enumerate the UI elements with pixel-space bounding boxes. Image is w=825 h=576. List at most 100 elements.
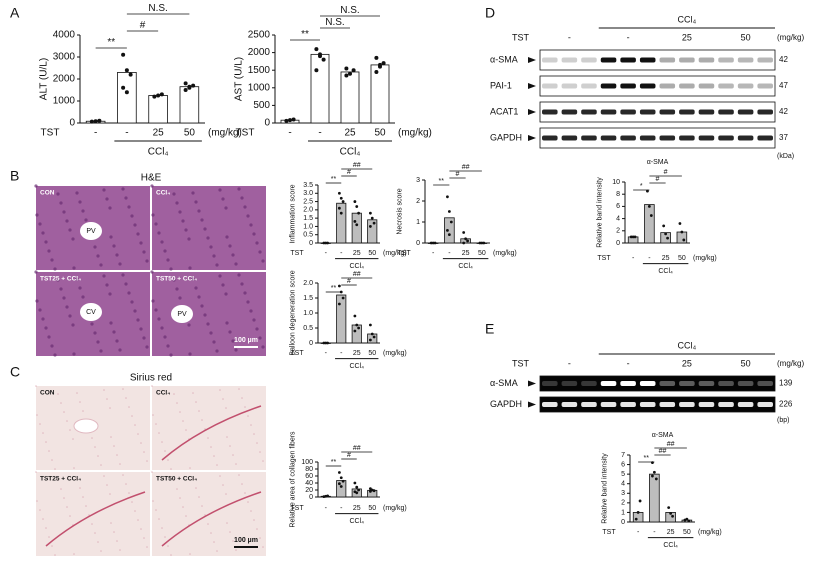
tissue-texture (176, 402, 178, 404)
band (542, 83, 558, 89)
row-arrow (528, 380, 536, 387)
band (600, 381, 617, 386)
tissue-texture (185, 515, 187, 517)
band (737, 135, 754, 141)
data-point (355, 205, 359, 208)
tissue-texture (108, 206, 112, 210)
y-tick-label: 1 (621, 509, 625, 516)
tissue-texture (118, 262, 122, 266)
band (581, 135, 597, 141)
band (542, 135, 558, 141)
tissue-texture (250, 424, 252, 426)
dose-label: 25 (682, 32, 692, 42)
vessel (80, 303, 102, 321)
tissue-texture (192, 478, 194, 480)
y-tick-label: 1.0 (303, 310, 313, 317)
tissue-texture (170, 554, 172, 556)
tissue-texture (44, 240, 48, 244)
band (757, 109, 773, 115)
tissue-texture (146, 546, 148, 548)
data-point (370, 332, 374, 336)
tissue-texture (151, 471, 153, 473)
dose-label: 50 (741, 358, 751, 368)
tissue-texture (84, 218, 88, 222)
dose-label: 50 (741, 32, 751, 42)
y-tick-label: 7 (621, 452, 625, 459)
tissue-texture (207, 437, 209, 439)
data-point (353, 481, 357, 485)
x-tick-label: - (94, 128, 97, 139)
blot-strip (539, 101, 776, 123)
tissue-texture (222, 484, 224, 486)
significance-label: N.S. (340, 5, 359, 16)
data-point (341, 479, 345, 483)
dose-label: - (627, 32, 630, 42)
y-tick-label: 2 (621, 500, 625, 507)
tissue-texture (262, 546, 264, 548)
tissue-texture (105, 283, 109, 287)
data-point (339, 211, 343, 215)
tissue-texture (200, 304, 204, 308)
tile-label: CCl₄ (156, 190, 170, 197)
y-tick-label: 2 (416, 198, 420, 205)
tile-label: TST50 + CCl₄ (156, 276, 197, 283)
data-point (337, 191, 341, 195)
tissue-texture (188, 352, 192, 356)
group-label: CCl₄ (458, 263, 473, 270)
tissue-texture (91, 523, 93, 525)
tissue-texture (189, 553, 191, 555)
tissue-texture (225, 493, 227, 495)
unit-label: (mg/kg) (693, 255, 717, 262)
data-point (368, 338, 372, 342)
tissue-texture (109, 321, 113, 325)
tissue-texture (56, 278, 60, 282)
tissue-texture (121, 187, 125, 191)
size-label: 42 (779, 55, 788, 64)
tissue-texture (100, 550, 102, 552)
band (561, 135, 578, 141)
significance-label: # (456, 171, 460, 178)
tissue-texture (39, 509, 41, 511)
tissue-texture (108, 292, 112, 296)
band (581, 57, 597, 63)
tissue-texture (97, 455, 99, 457)
band (659, 109, 676, 115)
tissue-texture (161, 441, 163, 443)
data-point (374, 55, 379, 60)
data-point (431, 241, 435, 245)
tissue-texture (158, 518, 160, 520)
significance-label: ## (659, 448, 667, 455)
x-axis-label: TST (41, 128, 60, 139)
bar (351, 212, 362, 244)
tissue-texture (232, 454, 234, 456)
y-tick-label: 2.0 (303, 207, 313, 214)
row-arrow (528, 135, 536, 141)
data-point (128, 72, 133, 77)
tissue-texture (47, 249, 51, 253)
tissue-texture (160, 326, 164, 330)
tissue-texture (145, 345, 149, 349)
x-tick-label: 50 (368, 250, 376, 257)
panel-label: D (485, 5, 495, 21)
data-point (480, 241, 484, 245)
tissue-texture (63, 497, 65, 499)
tissue-texture (125, 483, 127, 485)
tissue-texture (256, 528, 258, 530)
band (718, 57, 734, 63)
tissue-texture (259, 537, 261, 539)
bar (444, 217, 455, 244)
bar (632, 512, 644, 523)
data-point (651, 474, 654, 478)
x-tick-label: - (448, 250, 451, 257)
tissue-texture (197, 209, 201, 213)
tissue-texture (226, 522, 228, 524)
y-tick-label: 3000 (53, 52, 76, 63)
x-tick-label: 50 (678, 255, 686, 262)
band (620, 402, 636, 407)
y-tick-label: 0.5 (303, 232, 313, 239)
tissue-texture (155, 509, 157, 511)
tissue-texture (164, 450, 166, 452)
tissue-texture (151, 299, 155, 303)
significance-label: # (347, 278, 351, 285)
tissue-texture (93, 245, 97, 249)
